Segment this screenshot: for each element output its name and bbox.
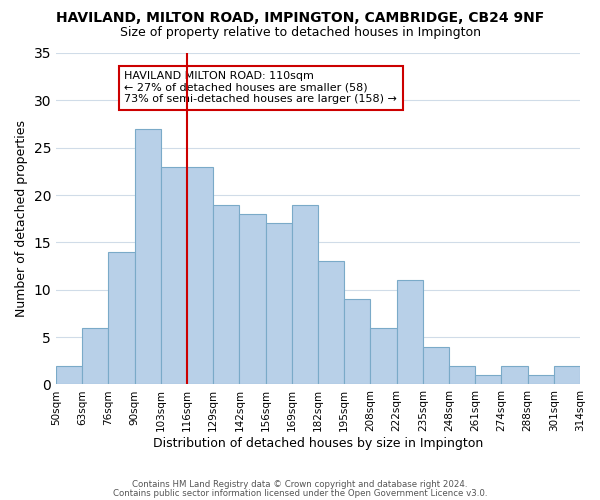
Bar <box>266 224 292 384</box>
Bar <box>370 328 397 384</box>
Text: HAVILAND MILTON ROAD: 110sqm
← 27% of detached houses are smaller (58)
73% of se: HAVILAND MILTON ROAD: 110sqm ← 27% of de… <box>124 71 397 104</box>
Text: Size of property relative to detached houses in Impington: Size of property relative to detached ho… <box>119 26 481 39</box>
Bar <box>449 366 475 384</box>
Bar <box>344 299 370 384</box>
X-axis label: Distribution of detached houses by size in Impington: Distribution of detached houses by size … <box>153 437 483 450</box>
Bar <box>239 214 266 384</box>
Bar <box>502 366 527 384</box>
Text: HAVILAND, MILTON ROAD, IMPINGTON, CAMBRIDGE, CB24 9NF: HAVILAND, MILTON ROAD, IMPINGTON, CAMBRI… <box>56 12 544 26</box>
Bar <box>187 166 213 384</box>
Bar <box>109 252 134 384</box>
Bar <box>318 262 344 384</box>
Bar <box>527 375 554 384</box>
Y-axis label: Number of detached properties: Number of detached properties <box>15 120 28 317</box>
Text: Contains public sector information licensed under the Open Government Licence v3: Contains public sector information licen… <box>113 489 487 498</box>
Bar <box>423 346 449 385</box>
Bar <box>134 129 161 384</box>
Text: Contains HM Land Registry data © Crown copyright and database right 2024.: Contains HM Land Registry data © Crown c… <box>132 480 468 489</box>
Bar <box>292 204 318 384</box>
Bar <box>161 166 187 384</box>
Bar <box>213 204 239 384</box>
Bar <box>554 366 580 384</box>
Bar <box>475 375 502 384</box>
Bar <box>56 366 82 384</box>
Bar <box>82 328 109 384</box>
Bar <box>397 280 423 384</box>
